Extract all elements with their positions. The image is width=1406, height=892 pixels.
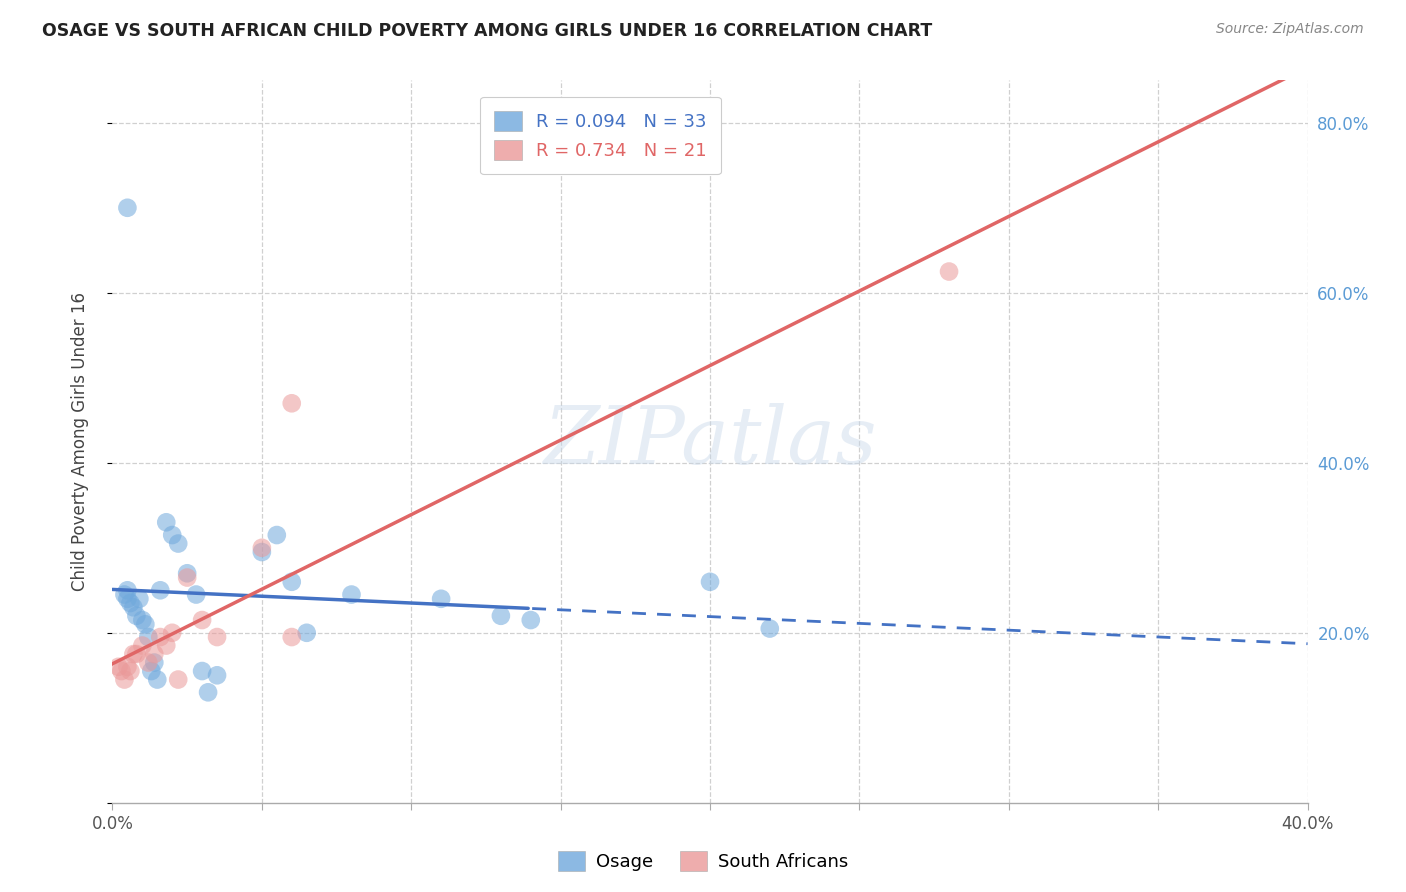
Point	[138, 630, 160, 644]
Point	[250, 545, 273, 559]
Point	[167, 673, 190, 687]
Point	[125, 647, 148, 661]
Text: OSAGE VS SOUTH AFRICAN CHILD POVERTY AMONG GIRLS UNDER 16 CORRELATION CHART: OSAGE VS SOUTH AFRICAN CHILD POVERTY AMO…	[42, 22, 932, 40]
Legend: Osage, South Africans: Osage, South Africans	[551, 844, 855, 879]
Point	[125, 608, 148, 623]
Point	[191, 664, 214, 678]
Point	[155, 639, 177, 653]
Point	[250, 541, 273, 555]
Point	[520, 613, 543, 627]
Point	[120, 664, 142, 678]
Text: ZIPatlas: ZIPatlas	[543, 403, 877, 480]
Point	[122, 600, 145, 615]
Point	[759, 622, 782, 636]
Point	[176, 570, 198, 584]
Point	[117, 583, 139, 598]
Point	[176, 566, 198, 581]
Point	[162, 625, 183, 640]
Point	[117, 201, 139, 215]
Point	[191, 613, 214, 627]
Point	[143, 647, 166, 661]
Point	[938, 264, 960, 278]
Point	[107, 660, 129, 674]
Point	[149, 583, 172, 598]
Point	[197, 685, 219, 699]
Point	[266, 528, 288, 542]
Point	[295, 625, 318, 640]
Point	[110, 664, 132, 678]
Point	[131, 613, 153, 627]
Point	[122, 647, 145, 661]
Legend: R = 0.094   N = 33, R = 0.734   N = 21: R = 0.094 N = 33, R = 0.734 N = 21	[479, 96, 721, 174]
Point	[117, 660, 139, 674]
Y-axis label: Child Poverty Among Girls Under 16: Child Poverty Among Girls Under 16	[70, 292, 89, 591]
Point	[138, 656, 160, 670]
Point	[131, 639, 153, 653]
Point	[489, 608, 512, 623]
Text: Source: ZipAtlas.com: Source: ZipAtlas.com	[1216, 22, 1364, 37]
Point	[205, 630, 228, 644]
Point	[167, 536, 190, 550]
Point	[114, 588, 135, 602]
Point	[134, 617, 156, 632]
Point	[143, 656, 166, 670]
Point	[186, 588, 208, 602]
Point	[162, 528, 183, 542]
Point	[146, 673, 169, 687]
Point	[205, 668, 228, 682]
Point	[128, 591, 150, 606]
Point	[699, 574, 721, 589]
Point	[281, 396, 304, 410]
Point	[114, 673, 135, 687]
Point	[155, 516, 177, 530]
Point	[281, 630, 304, 644]
Point	[117, 591, 139, 606]
Point	[340, 588, 363, 602]
Point	[141, 664, 163, 678]
Point	[120, 596, 142, 610]
Point	[281, 574, 304, 589]
Point	[149, 630, 172, 644]
Point	[430, 591, 453, 606]
